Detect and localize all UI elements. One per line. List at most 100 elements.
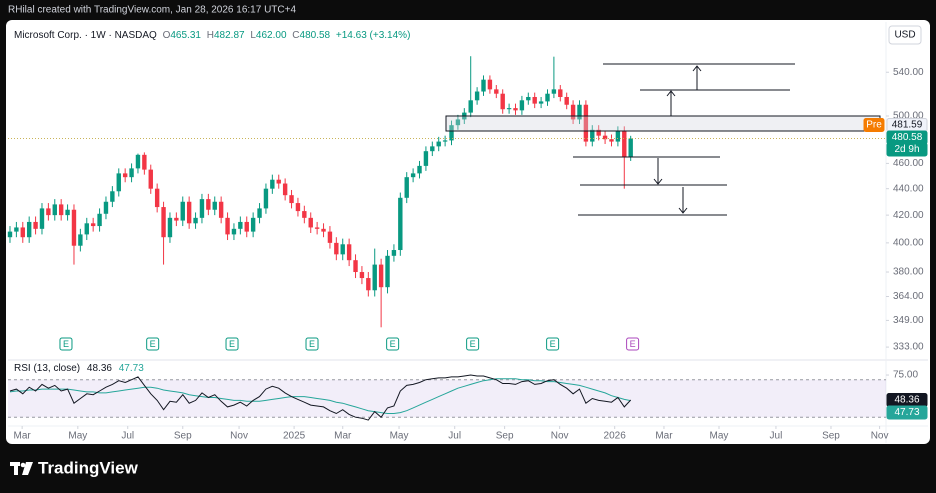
candle-body	[282, 183, 288, 196]
candle-body	[404, 177, 409, 198]
candle-body	[244, 221, 249, 232]
logo-part	[22, 462, 33, 475]
x-tick-label: Mar	[655, 431, 673, 442]
candle-body	[103, 201, 109, 214]
earnings-marker	[386, 337, 400, 351]
ohlc-key: O	[163, 30, 171, 41]
earnings-label: E	[309, 339, 315, 349]
symbol: Microsoft Corp. · 1W · NASDAQ	[14, 30, 157, 41]
candle-body	[615, 130, 621, 142]
candle-body	[526, 96, 531, 101]
candle-body	[378, 264, 384, 288]
x-tick-label: Sep	[822, 431, 840, 442]
earnings-label: E	[550, 339, 556, 349]
candle-body	[295, 203, 301, 212]
candle-body	[148, 169, 153, 189]
pre-label-box	[863, 118, 885, 132]
logo-part	[14, 462, 18, 475]
arrow-up	[666, 90, 676, 116]
candle-body	[308, 217, 313, 228]
candle-body	[327, 231, 333, 243]
candle-body	[532, 96, 537, 104]
ohlc-value: 465.31	[170, 30, 201, 41]
candle-body	[116, 173, 121, 192]
candle-body	[359, 272, 365, 279]
y-tick-label: 333.00	[893, 342, 924, 353]
earnings-marker	[225, 337, 239, 351]
y-tick-label: 364.00	[893, 291, 924, 302]
candle-body	[135, 154, 141, 169]
candle-body	[122, 173, 128, 178]
rsi-legend: RSI (13, close) 48.36 47.73	[14, 363, 144, 374]
candle-body	[250, 217, 256, 232]
candle-body	[417, 165, 422, 174]
candle-body	[71, 209, 77, 246]
arrow-up	[692, 65, 702, 90]
candle-body	[90, 223, 96, 227]
arrow-down	[653, 158, 663, 185]
candle-body	[289, 195, 294, 204]
pre-label: Pre	[866, 120, 882, 131]
candle-body	[58, 204, 64, 216]
candle-body	[468, 100, 473, 113]
candle-body	[218, 201, 224, 218]
candle-body	[602, 135, 608, 140]
legend: Microsoft Corp. · 1W · NASDAQ O465.31 H 4…	[14, 30, 410, 41]
earnings-label: E	[150, 339, 156, 349]
candle-body	[500, 93, 505, 110]
candle-body	[167, 217, 173, 238]
brand: TradingView	[38, 458, 139, 477]
candle-body	[622, 130, 627, 158]
candle-body	[340, 244, 345, 255]
watermark: RHilal created with TradingView.com, Jan…	[8, 5, 296, 16]
candle-body	[513, 108, 518, 111]
candle-body	[231, 228, 237, 235]
candle-body	[206, 199, 211, 210]
x-tick-label: Mar	[14, 431, 32, 442]
currency-box[interactable]	[888, 25, 922, 45]
earnings-marker	[626, 337, 640, 351]
candle-body	[161, 207, 166, 238]
change: +14.63 (+3.14%)	[336, 30, 411, 41]
candle-body	[346, 244, 352, 261]
candle-body	[180, 201, 185, 221]
candle-body	[391, 250, 397, 256]
ohlc-value: 462.00	[256, 30, 287, 41]
candle-body	[519, 100, 525, 111]
candle-body	[564, 96, 569, 105]
candle-body	[129, 168, 134, 178]
candle-body	[142, 154, 147, 170]
candle-body	[455, 119, 461, 126]
rsi-ma-value: 47.73	[119, 363, 144, 374]
candle-body	[257, 208, 262, 218]
ohlc-value: 480.58	[300, 30, 331, 41]
candle-body	[97, 213, 102, 227]
candle-body	[410, 173, 416, 178]
candle-body	[33, 221, 38, 229]
currency[interactable]: USD	[894, 30, 915, 41]
candle-body	[558, 89, 563, 97]
candle-body	[314, 227, 320, 229]
candle-body	[481, 79, 486, 92]
arrow-down	[678, 187, 688, 214]
candle-body	[14, 227, 19, 232]
candle-body	[7, 231, 13, 238]
brand-logo	[10, 462, 33, 475]
candle-body	[551, 89, 557, 94]
candle-body	[609, 139, 614, 142]
x-tick-label: Sep	[174, 431, 192, 442]
y-tick-label: 380.00	[893, 267, 924, 278]
x-tick-label: Nov	[871, 431, 889, 442]
candle-body	[65, 209, 70, 216]
countdown: 2d 9h	[894, 144, 919, 155]
x-tick-label: Jul	[121, 431, 134, 442]
rsi-value: 48.36	[87, 363, 112, 374]
candle-body	[238, 221, 243, 229]
ohlc-key: H	[207, 30, 214, 41]
candle-body	[487, 79, 493, 90]
candle-body	[154, 188, 160, 208]
candle-body	[212, 201, 217, 210]
candle-body	[263, 188, 269, 209]
y-tick-label: 349.00	[893, 315, 924, 326]
